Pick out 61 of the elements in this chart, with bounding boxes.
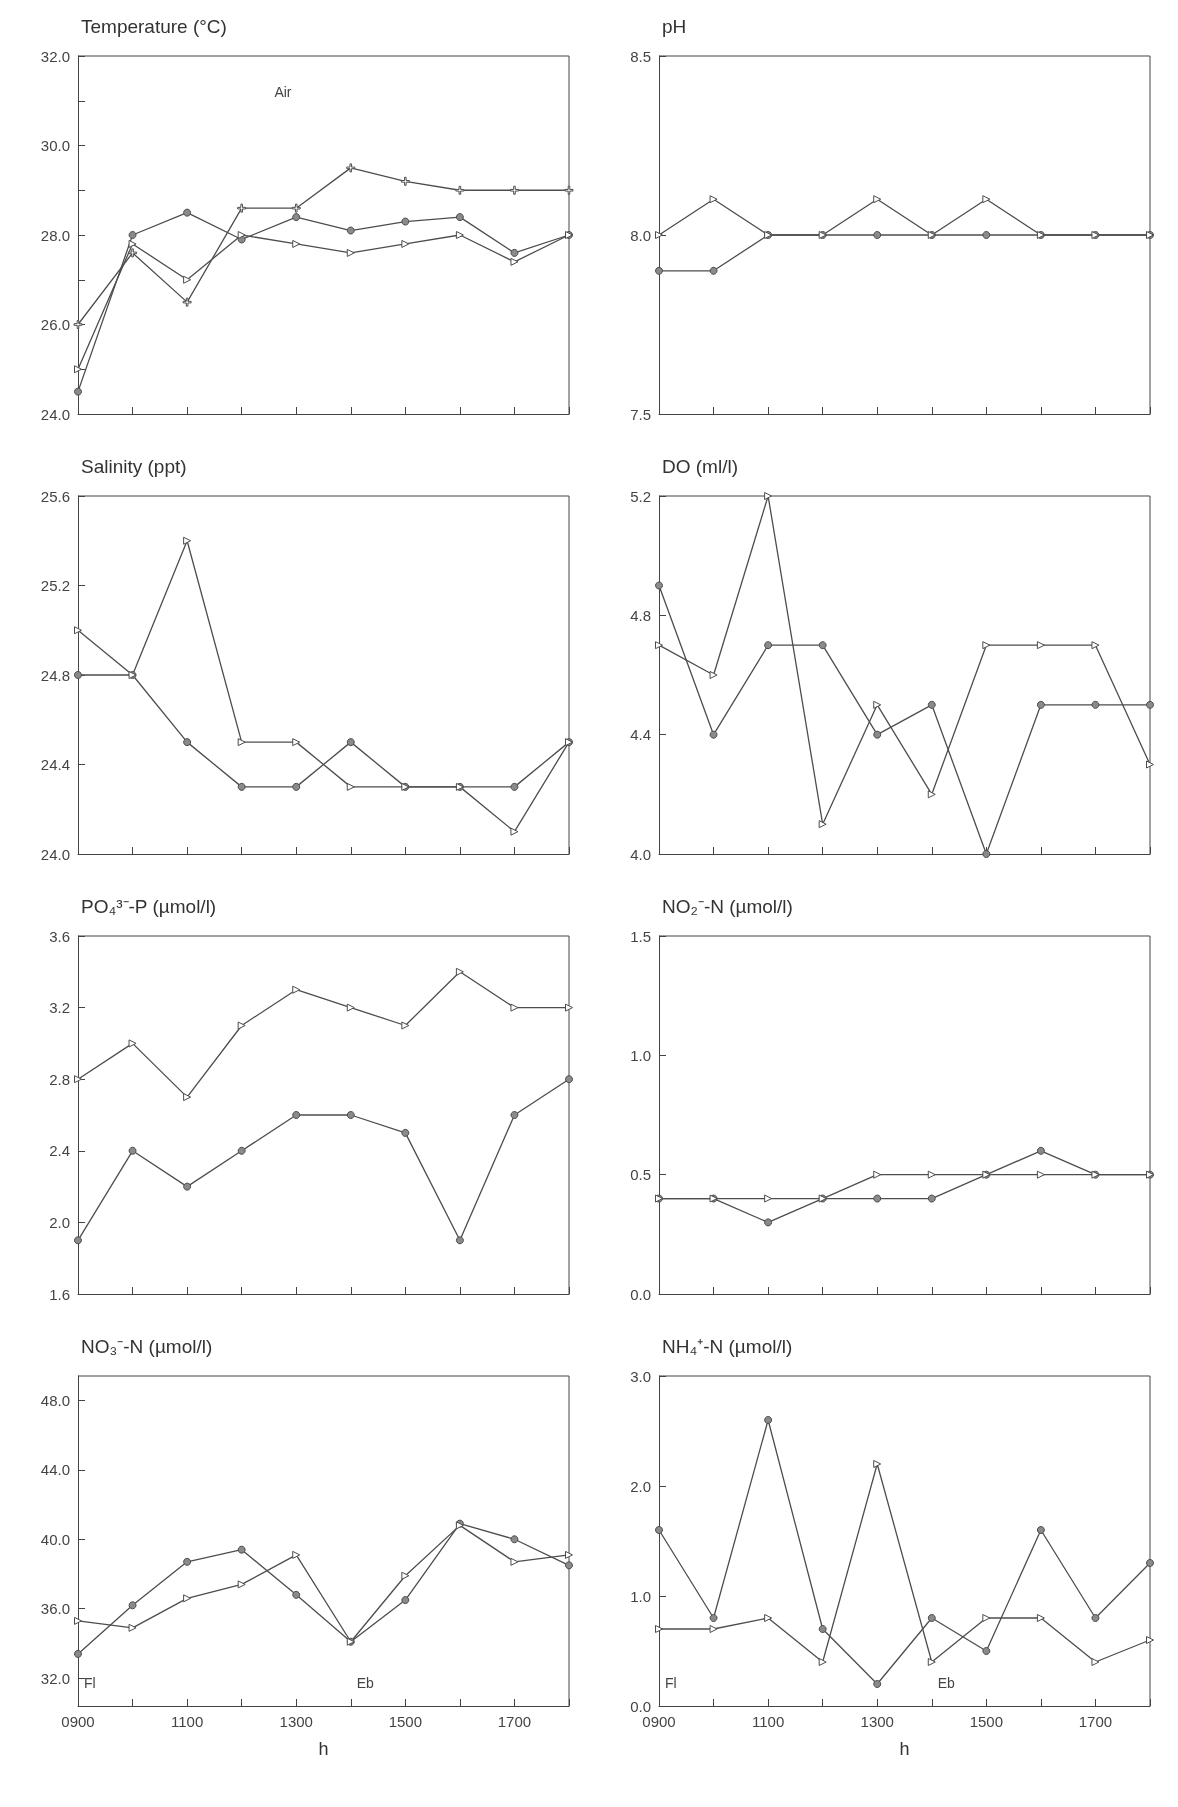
chart-title: PO₄³⁻-P (µmol/l) <box>81 896 217 917</box>
y-tick-label: 4.0 <box>630 845 651 863</box>
y-tick-label: 0.0 <box>630 1285 651 1303</box>
y-tick-label: 32.0 <box>40 47 70 65</box>
y-tick-label: 40.0 <box>40 1530 70 1548</box>
y-tick-label: 24.4 <box>40 756 70 773</box>
annotation: Eb <box>937 1674 956 1691</box>
x-axis-title: h <box>899 1739 910 1759</box>
x-tick-label: 1700 <box>1078 1713 1113 1730</box>
y-tick-label: 4.4 <box>630 726 651 744</box>
y-tick-label: 1.5 <box>630 927 651 945</box>
x-tick-label: 1100 <box>170 1713 204 1730</box>
y-tick-label: 25.2 <box>40 577 70 594</box>
y-tick-label: 26.0 <box>40 316 70 333</box>
y-tick-label: 30.0 <box>40 137 70 154</box>
y-tick-label: 2.0 <box>630 1477 651 1495</box>
y-tick-label: 25.6 <box>40 487 70 505</box>
y-tick-label: 24.0 <box>40 405 70 423</box>
y-tick-label: 2.8 <box>49 1070 70 1088</box>
y-tick-label: 3.0 <box>630 1367 651 1385</box>
x-tick-label: 1700 <box>497 1713 532 1730</box>
y-tick-label: 1.0 <box>630 1587 651 1605</box>
y-tick-label: 36.0 <box>40 1600 70 1618</box>
y-tick-label: 8.0 <box>630 226 651 244</box>
y-tick-label: 24.8 <box>40 666 70 684</box>
y-tick-label: 44.0 <box>40 1461 70 1479</box>
y-tick-label: 7.5 <box>630 405 651 423</box>
x-tick-label: 0900 <box>61 1713 95 1730</box>
annotation: Air <box>274 83 292 100</box>
x-tick-label: 0900 <box>642 1713 676 1730</box>
annotation: Fl <box>84 1674 96 1691</box>
y-tick-label: 0.0 <box>630 1697 651 1715</box>
y-tick-label: 2.4 <box>49 1142 70 1160</box>
y-tick-label: 32.0 <box>40 1669 70 1687</box>
annotation: Eb <box>356 1674 375 1691</box>
y-tick-label: 4.8 <box>630 606 651 624</box>
annotation: Fl <box>665 1674 677 1691</box>
x-axis-title: h <box>318 1739 329 1759</box>
y-tick-label: 1.6 <box>49 1285 70 1303</box>
y-tick-label: 28.0 <box>40 226 70 244</box>
chart-title: DO (ml/l) <box>662 456 738 477</box>
y-tick-label: 1.0 <box>630 1046 651 1064</box>
y-tick-label: 3.2 <box>49 999 70 1017</box>
y-tick-label: 2.0 <box>49 1213 70 1231</box>
y-tick-label: 24.0 <box>40 845 70 863</box>
x-tick-label: 1500 <box>969 1713 1004 1730</box>
chart-title: NO₃⁻-N (µmol/l) <box>81 1336 213 1357</box>
chart-title: NH₄⁺-N (µmol/l) <box>662 1336 793 1357</box>
y-tick-label: 3.6 <box>49 927 70 945</box>
chart-title: Temperature (°C) <box>81 16 227 37</box>
chart-title: NO₂⁻-N (µmol/l) <box>662 896 793 917</box>
chart-title: Salinity (ppt) <box>81 456 187 477</box>
x-tick-label: 1500 <box>388 1713 423 1730</box>
chart-title: pH <box>662 16 687 37</box>
y-tick-label: 5.2 <box>630 487 651 505</box>
y-tick-label: 48.0 <box>40 1391 70 1409</box>
y-tick-label: 8.5 <box>630 47 651 65</box>
x-tick-label: 1300 <box>279 1713 313 1730</box>
x-tick-label: 1100 <box>751 1713 785 1730</box>
y-tick-label: 0.5 <box>630 1166 651 1184</box>
x-tick-label: 1300 <box>860 1713 894 1730</box>
